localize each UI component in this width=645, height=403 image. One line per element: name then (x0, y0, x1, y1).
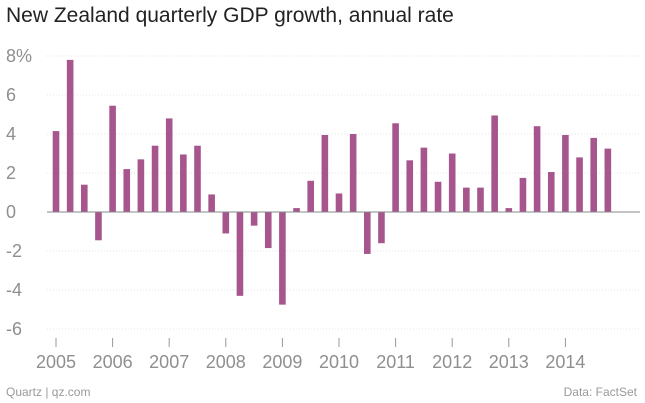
bar-2009Q3 (307, 180, 314, 212)
x-tick-label: 2013 (489, 352, 529, 372)
y-tick-label: 2 (6, 163, 16, 183)
x-tick-label: 2008 (206, 352, 246, 372)
bar-2007Q1 (165, 118, 173, 212)
x-tick-label: 2006 (93, 352, 133, 372)
bar-2009Q4 (321, 134, 329, 212)
bar-2008Q3 (250, 212, 258, 226)
footer-data-source: Data: FactSet (563, 385, 637, 399)
y-tick-label: 0 (6, 202, 16, 222)
bar-2005Q2 (66, 59, 74, 213)
x-axis-ticks: 2005 2006 2007 2008 2009 2010 2011 2012 2013 2014 (36, 338, 585, 372)
bar-2007Q4 (208, 194, 215, 212)
bar-2006Q3 (137, 159, 145, 212)
bar-2008Q2 (236, 212, 244, 296)
x-tick-label: 2014 (545, 352, 585, 372)
bar-2013Q1 (505, 208, 513, 212)
bar-2006Q2 (123, 169, 131, 212)
x-tick-label: 2011 (376, 352, 415, 372)
chart-title: New Zealand quarterly GDP growth, annual… (6, 4, 454, 27)
bar-2007Q3 (194, 145, 201, 212)
y-tick-label: 8% (6, 46, 32, 66)
bar-2014Q3 (590, 137, 597, 212)
x-tick-label: 2010 (319, 352, 359, 372)
bar-2014Q1 (562, 134, 569, 212)
footer-source-quartz: Quartz | qz.com (6, 385, 91, 399)
bar-2011Q4 (434, 181, 442, 212)
bar-2008Q1 (222, 212, 230, 234)
bar-2009Q1 (279, 212, 286, 305)
bar-2005Q1 (52, 131, 60, 212)
y-tick-label: 4 (6, 124, 16, 144)
bar-2014Q4 (604, 148, 612, 213)
bar-2012Q3 (477, 187, 484, 213)
y-tick-label: -4 (6, 280, 22, 300)
bar-2005Q4 (95, 212, 102, 241)
bar-2014Q2 (576, 157, 583, 212)
bar-2010Q1 (335, 193, 343, 212)
y-tick-label: -6 (6, 319, 22, 339)
bar-2012Q2 (463, 187, 470, 213)
bar-2012Q1 (448, 153, 456, 212)
y-tick-label: 6 (6, 85, 16, 105)
bar-2013Q3 (533, 126, 541, 212)
bar-2011Q1 (392, 123, 399, 212)
bar-2013Q4 (547, 172, 555, 212)
x-tick-label: 2012 (432, 352, 472, 372)
x-tick-label: 2007 (149, 352, 189, 372)
bar-2012Q4 (491, 115, 498, 212)
bar-2011Q3 (420, 147, 428, 212)
bar-2007Q2 (180, 154, 187, 212)
bar-series (52, 59, 612, 305)
bar-2011Q2 (406, 160, 414, 212)
bar-2010Q3 (364, 212, 371, 254)
bar-2008Q4 (264, 212, 272, 249)
bar-2010Q4 (378, 212, 385, 244)
bar-2010Q2 (349, 134, 357, 212)
bar-2009Q2 (293, 208, 300, 212)
bar-2006Q4 (151, 145, 159, 212)
bar-2005Q3 (81, 184, 88, 212)
bar-2013Q2 (519, 177, 527, 213)
bar-2006Q1 (109, 105, 116, 212)
x-tick-label: 2005 (36, 352, 76, 372)
y-axis-tick-labels: 8% 6 4 2 0 -2 -4 -6 (6, 46, 32, 339)
y-tick-label: -2 (6, 241, 22, 261)
x-tick-label: 2009 (262, 352, 302, 372)
